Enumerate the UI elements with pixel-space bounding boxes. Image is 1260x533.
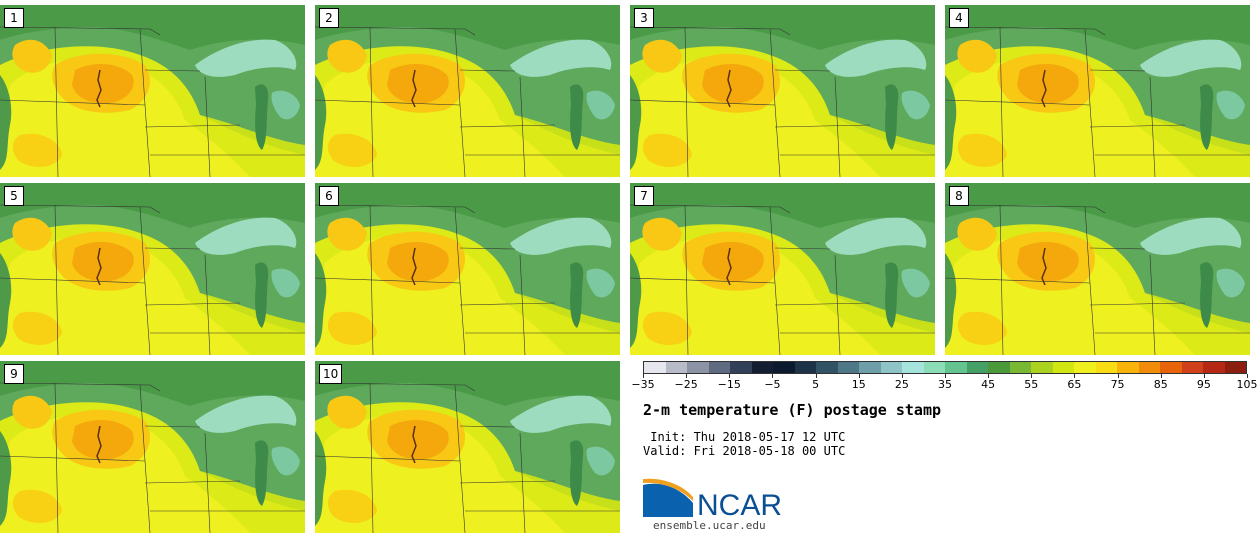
temperature-map (945, 183, 1250, 355)
colorbar-tick-label: 45 (981, 378, 996, 391)
map-panel-9: 9 (0, 361, 305, 533)
colorbar-tick-label: 35 (938, 378, 952, 391)
ncar-logo: NCAR (643, 478, 782, 519)
panel-label: 10 (319, 364, 343, 384)
colorbar-swatch (773, 362, 795, 373)
colorbar-tick-label: 55 (1024, 378, 1039, 391)
chart-title: 2-m temperature (F) postage stamp (643, 401, 942, 419)
logo-text: NCAR (697, 489, 782, 519)
temperature-map (315, 5, 620, 177)
colorbar-swatch (794, 362, 816, 373)
colorbar-swatch (1095, 362, 1117, 373)
colorbar-swatch (966, 362, 988, 373)
panel-label: 4 (949, 8, 969, 28)
colorbar-swatch (644, 362, 666, 373)
colorbar-tick-mark (988, 374, 990, 378)
colorbar-swatch (859, 362, 881, 373)
colorbar-swatch (1052, 362, 1074, 373)
colorbar-tick-mark (1247, 374, 1248, 378)
temperature-map (0, 361, 305, 533)
colorbar-swatch (1203, 362, 1225, 373)
colorbar-swatch (1224, 362, 1246, 373)
colorbar-swatch (923, 362, 945, 373)
colorbar-tick-mark (1074, 374, 1076, 378)
panel-label: 5 (4, 186, 24, 206)
colorbar-swatch (837, 362, 859, 373)
temperature-map (630, 183, 935, 355)
colorbar-swatch (1117, 362, 1139, 373)
colorbar-tick-mark (1203, 374, 1205, 378)
map-panel-1: 1 (0, 5, 305, 177)
colorbar-tick-mark (901, 374, 903, 378)
map-panel-7: 7 (630, 183, 935, 355)
colorbar-tick-label: 95 (1196, 378, 1211, 391)
colorbar-tick-label: 65 (1067, 378, 1082, 391)
colorbar-swatch (687, 362, 709, 373)
panel-label: 6 (319, 186, 339, 206)
colorbar-tick-label: 105 (1236, 378, 1258, 391)
colorbar-swatch (1074, 362, 1096, 373)
website-url: ensemble.ucar.edu (653, 519, 766, 532)
temperature-map (945, 5, 1250, 177)
colorbar-tick-mark (772, 374, 774, 378)
colorbar-tick-label: −35 (631, 378, 655, 391)
panel-label: 2 (319, 8, 339, 28)
colorbar-swatch (988, 362, 1010, 373)
map-panel-2: 2 (315, 5, 620, 177)
colorbar-swatch (1009, 362, 1031, 373)
colorbar-swatch (751, 362, 773, 373)
map-panel-8: 8 (945, 183, 1250, 355)
colorbar-swatch (665, 362, 687, 373)
colorbar-tick-label: −5 (764, 378, 781, 391)
colorbar-tick-mark (858, 374, 860, 378)
colorbar-tick-mark (729, 374, 731, 378)
colorbar (643, 361, 1247, 374)
colorbar-tick-label: 25 (894, 378, 909, 391)
colorbar-swatch (730, 362, 752, 373)
colorbar-swatch (902, 362, 924, 373)
panel-label: 1 (4, 8, 24, 28)
map-panel-6: 6 (315, 183, 620, 355)
colorbar-tick-label: 5 (812, 378, 820, 391)
colorbar-tick-mark (815, 374, 817, 378)
colorbar-tick-label: −15 (717, 378, 741, 391)
panel-label: 7 (634, 186, 654, 206)
colorbar-tick-label: 85 (1153, 378, 1168, 391)
panel-label: 8 (949, 186, 969, 206)
colorbar-tick-label: 15 (851, 378, 866, 391)
colorbar-tick-label: −25 (674, 378, 698, 391)
colorbar-tick-label: 75 (1110, 378, 1125, 391)
colorbar-swatch (945, 362, 967, 373)
panel-label: 9 (4, 364, 24, 384)
temperature-map (315, 183, 620, 355)
colorbar-tick-labels: −35−25−15−55152535455565758595105115 (631, 374, 1258, 394)
colorbar-swatch (708, 362, 730, 373)
colorbar-swatch (1138, 362, 1160, 373)
map-panel-4: 4 (945, 5, 1250, 177)
map-panel-5: 5 (0, 183, 305, 355)
colorbar-tick-mark (945, 374, 946, 378)
colorbar-tick-mark (1031, 374, 1033, 378)
temperature-map (315, 361, 620, 533)
colorbar-swatch (1160, 362, 1182, 373)
colorbar-swatch (1181, 362, 1203, 373)
init-time: Init: Thu 2018-05-17 12 UTC (643, 430, 846, 444)
temperature-map (0, 5, 305, 177)
colorbar-swatch (816, 362, 838, 373)
map-panel-10: 10 (315, 361, 620, 533)
valid-time: Valid: Fri 2018-05-18 00 UTC (643, 444, 846, 458)
map-panel-3: 3 (630, 5, 935, 177)
colorbar-tick-mark (686, 374, 688, 378)
colorbar-swatch (880, 362, 902, 373)
colorbar-tick-mark (1160, 374, 1162, 378)
colorbar-tick-mark (1117, 374, 1119, 378)
temperature-map (0, 183, 305, 355)
panel-label: 3 (634, 8, 654, 28)
colorbar-swatch (1031, 362, 1053, 373)
colorbar-tick-mark (643, 374, 644, 378)
temperature-map (630, 5, 935, 177)
